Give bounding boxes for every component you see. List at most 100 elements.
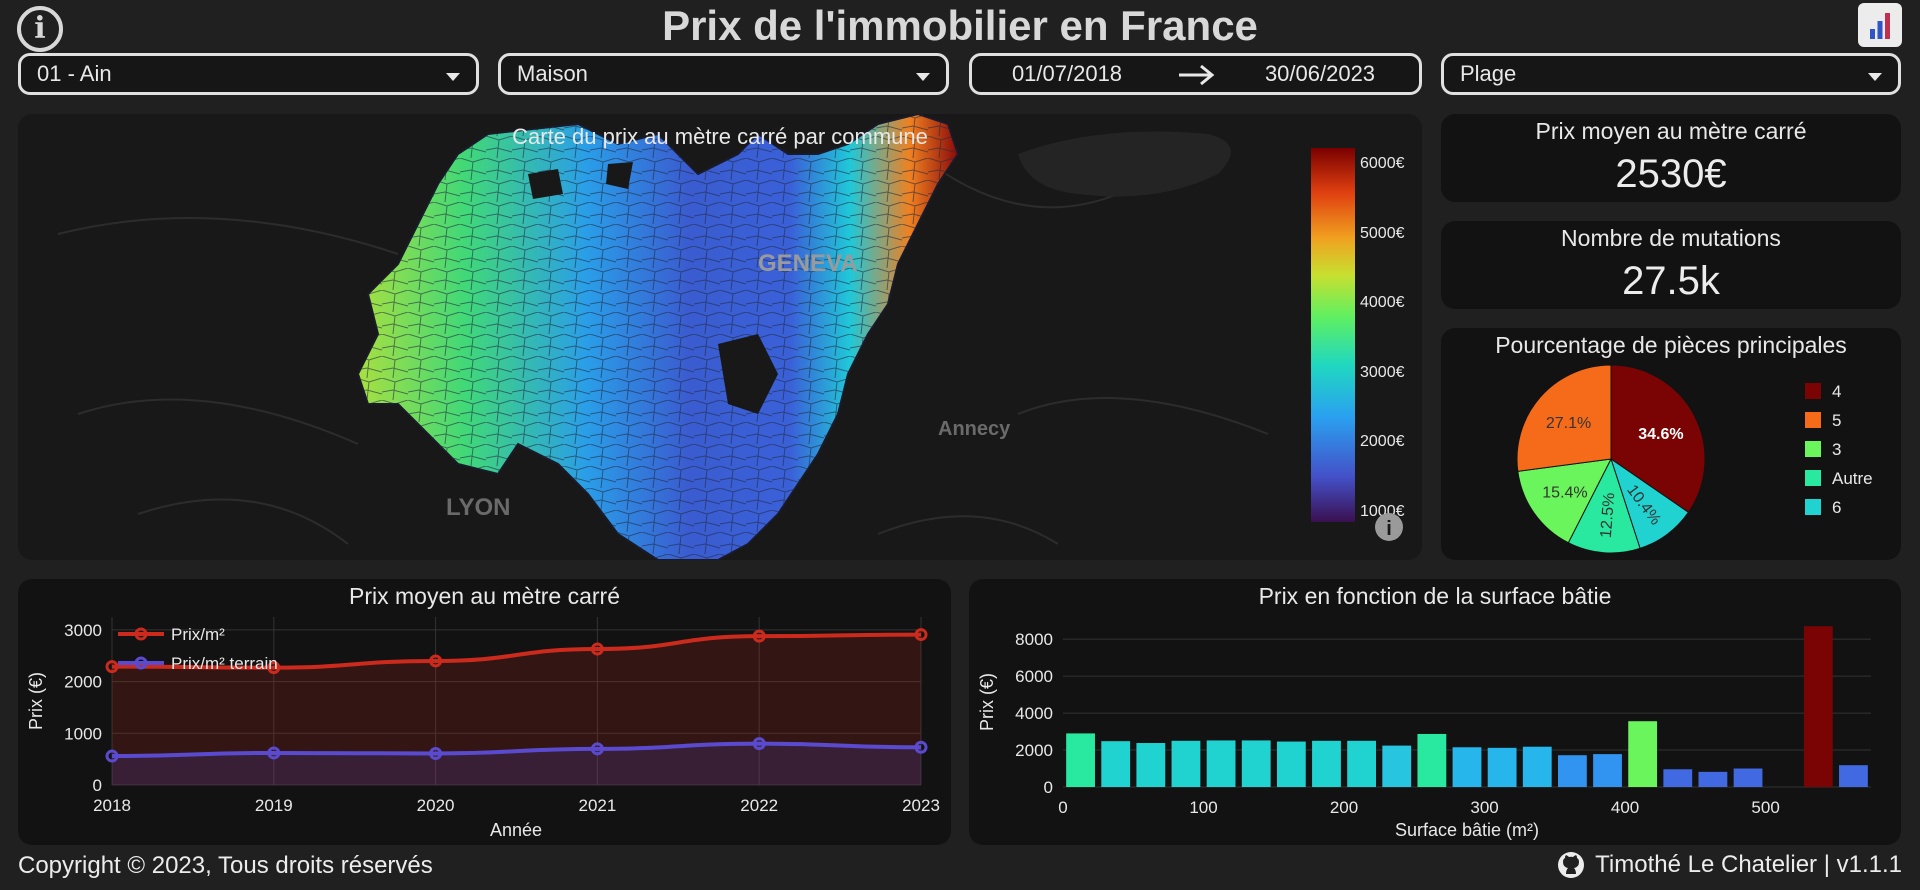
colorbar-tick: 5000€ — [1360, 225, 1405, 242]
colorbar — [1311, 148, 1355, 522]
svg-text:i: i — [1386, 518, 1392, 540]
bar[interactable] — [1452, 747, 1482, 787]
colorbar-tick: 4000€ — [1360, 294, 1405, 311]
bar[interactable] — [1206, 740, 1236, 787]
x-tick-label: 2023 — [902, 796, 940, 815]
map-panel[interactable]: GENEVA Annecy LYON Carte du prix au mètr… — [18, 114, 1422, 560]
bar[interactable] — [1101, 741, 1131, 787]
bar[interactable] — [1698, 771, 1728, 787]
y-tick-label: 0 — [1044, 778, 1053, 797]
x-tick-label: 500 — [1751, 798, 1779, 817]
bar[interactable] — [1276, 741, 1306, 787]
department-value: 01 - Ain — [37, 61, 112, 86]
colorbar-tick: 6000€ — [1360, 155, 1405, 172]
y-tick-label: 8000 — [1015, 630, 1053, 649]
series-point — [752, 629, 766, 643]
footer-credits-text[interactable]: Timothé Le Chatelier | v1.1.1 — [1595, 851, 1902, 878]
series-point — [267, 661, 281, 675]
y-tick-label: 6000 — [1015, 667, 1053, 686]
bar[interactable] — [1803, 626, 1833, 787]
bar[interactable] — [1241, 740, 1271, 787]
colorbar-tick: 2000€ — [1360, 433, 1405, 450]
pie-slice-5[interactable] — [1516, 364, 1612, 472]
property-type-value: Maison — [517, 61, 588, 86]
legend-swatch — [1805, 441, 1821, 457]
bar[interactable] — [1417, 733, 1447, 787]
date-end-input[interactable]: 30/06/2023 — [1264, 61, 1376, 86]
bar[interactable] — [1839, 765, 1868, 787]
page-title: Prix de l'immobilier en France — [662, 2, 1258, 49]
bar[interactable] — [1136, 743, 1166, 787]
date-start-input[interactable]: 01/07/2018 — [1011, 61, 1123, 86]
x-tick-label: 2022 — [740, 796, 778, 815]
bar[interactable] — [1733, 768, 1763, 787]
pie-value-label: 15.4% — [1542, 485, 1587, 502]
x-tick-label: 2019 — [255, 796, 293, 815]
bar[interactable] — [1066, 733, 1095, 787]
commune-map[interactable]: GENEVA Annecy LYON Carte du prix au mètr… — [18, 114, 1422, 560]
series-point — [267, 746, 281, 760]
surface-bar-title: Prix en fonction de la surface bâtie — [1258, 583, 1612, 609]
kpi-avg-price-title: Prix moyen au mètre carré — [1535, 118, 1807, 144]
legend-label: 5 — [1832, 411, 1841, 430]
bar[interactable] — [1557, 755, 1587, 787]
legend-label: 4 — [1832, 382, 1841, 401]
surface-bar-chart[interactable]: 0 2000 4000 6000 8000 0 100 200 300 400 500 Surface… — [969, 579, 1901, 845]
x-tick-label: 100 — [1189, 798, 1217, 817]
chevron-down-icon — [916, 73, 930, 81]
pie-slice-3[interactable] — [1517, 458, 1612, 544]
map-style-select[interactable]: Plage — [1441, 53, 1901, 95]
map-label-geneva: GENEVA — [758, 250, 858, 277]
kpi-mutations: Nombre de mutations 27.5k — [1441, 221, 1901, 309]
y-tick-label: 2000 — [1015, 741, 1053, 760]
colorbar-tick: 3000€ — [1360, 364, 1405, 381]
legend-label: Prix/m² — [171, 625, 225, 644]
date-range-picker[interactable]: 01/07/2018 30/06/2023 — [969, 53, 1422, 95]
map-label-annecy: Annecy — [938, 418, 1011, 440]
series-point — [914, 628, 928, 642]
legend-label: 6 — [1832, 498, 1841, 517]
kpi-avg-price-value: 2530€ — [1615, 152, 1727, 196]
legend-swatch — [1805, 383, 1821, 399]
legend-marker — [134, 656, 148, 670]
kpi-mutations-title: Nombre de mutations — [1561, 225, 1781, 251]
pie-slice-4[interactable] — [1610, 364, 1706, 514]
price-line-title: Prix moyen au mètre carré — [349, 583, 620, 609]
bar[interactable] — [1628, 721, 1658, 787]
footer-copyright: Copyright © 2023, Tous droits réservés — [18, 852, 433, 879]
footer-credits: Timothé Le Chatelier | v1.1.1 — [1557, 851, 1902, 879]
series-area — [112, 634, 921, 785]
series-point — [914, 740, 928, 754]
series-line — [111, 632, 922, 670]
chevron-down-icon — [446, 73, 460, 81]
bar[interactable] — [1663, 769, 1693, 787]
department-select[interactable]: 01 - Ain — [18, 53, 479, 95]
series-point — [105, 660, 119, 674]
info-icon[interactable]: i — [17, 6, 63, 52]
y-tick-label: 3000 — [64, 621, 102, 640]
map-info-icon[interactable]: i — [1375, 513, 1403, 541]
bar[interactable] — [1487, 747, 1517, 787]
bar[interactable] — [1382, 745, 1412, 787]
x-tick-label: 2021 — [578, 796, 616, 815]
y-tick-label: 4000 — [1015, 704, 1053, 723]
bar[interactable] — [1593, 754, 1622, 787]
y-axis-label: Prix (€) — [977, 673, 997, 731]
legend-swatch — [1805, 470, 1821, 486]
property-type-select[interactable]: Maison — [498, 53, 949, 95]
series-point — [590, 642, 604, 656]
legend-label: 3 — [1832, 440, 1841, 459]
kpi-mutations-value: 27.5k — [1622, 259, 1720, 303]
bar-chart-icon[interactable] — [1858, 3, 1902, 47]
pie-slice-Autre[interactable] — [1567, 457, 1641, 554]
bar[interactable] — [1347, 740, 1377, 787]
github-icon[interactable] — [1557, 851, 1585, 879]
surface-bar-panel: Prix en fonction de la surface bâtie 0 20… — [969, 579, 1901, 845]
bar[interactable] — [1171, 740, 1201, 787]
bar[interactable] — [1312, 740, 1341, 787]
series-point — [429, 654, 443, 668]
bar[interactable] — [1522, 746, 1552, 787]
rooms-pie-title: Pourcentage de pièces principales — [1495, 332, 1847, 358]
